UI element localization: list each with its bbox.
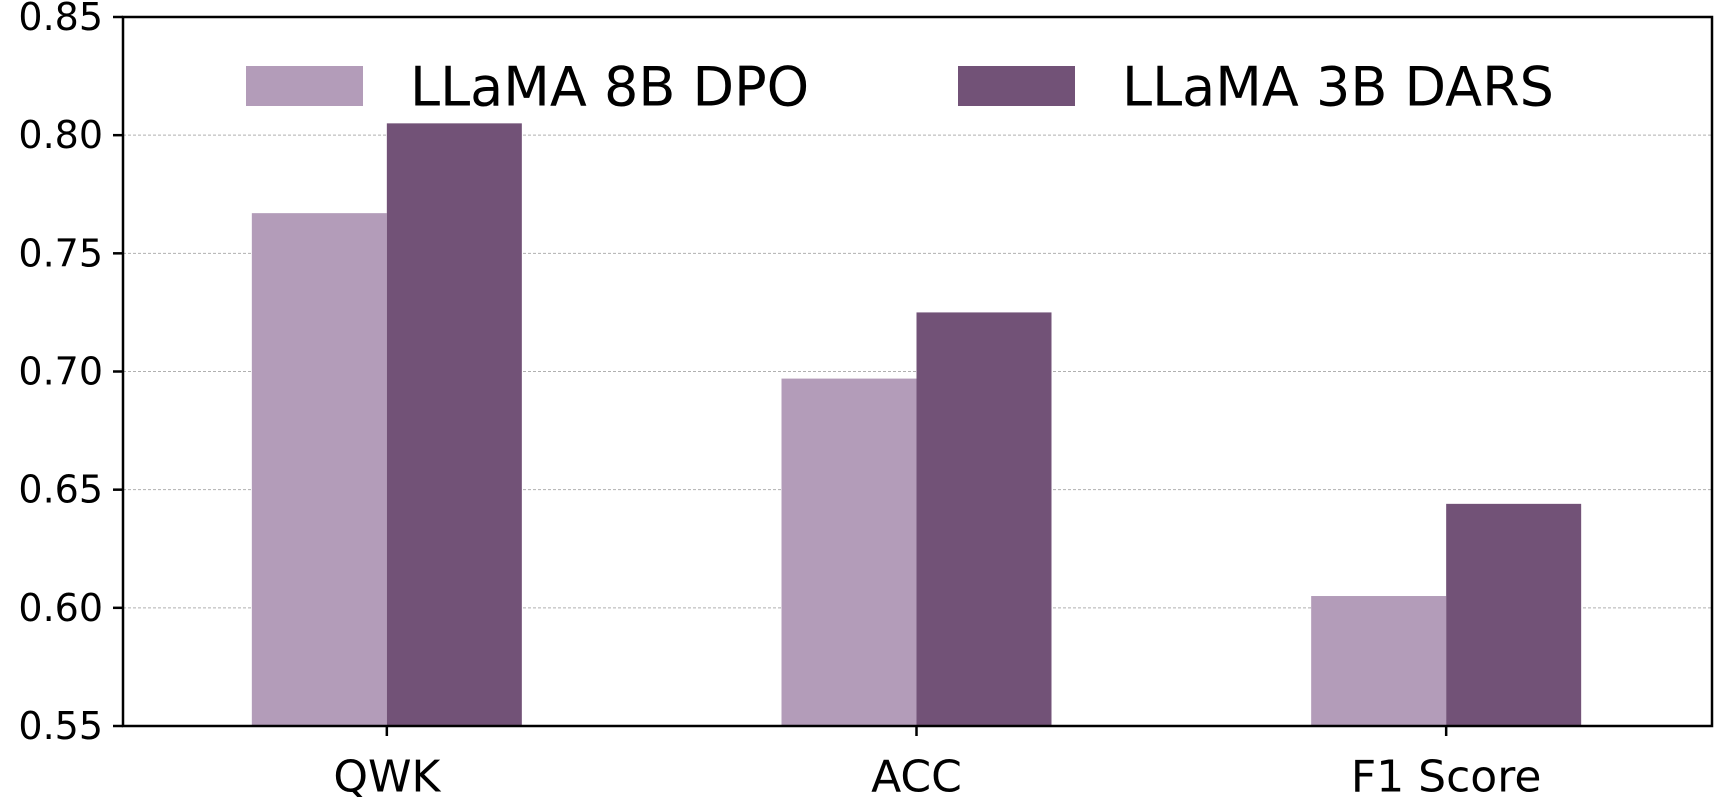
legend-swatch (246, 66, 363, 106)
legend-label: LLaMA 8B DPO (410, 56, 809, 119)
bar-f1-score-series-0 (1311, 596, 1447, 726)
y-tick-label: 0.80 (18, 113, 103, 157)
y-tick-label: 0.55 (18, 704, 103, 748)
x-axis: QWK ACC F1 Score (333, 726, 1541, 802)
bar-f1-score-series-1 (1446, 503, 1582, 726)
y-axis: 0.55 0.60 0.65 0.70 0.75 0.80 0.85 (18, 0, 123, 748)
bar-qwk-series-0 (251, 213, 387, 726)
y-tick-label: 0.85 (18, 0, 103, 39)
legend: LLaMA 8B DPO LLaMA 3B DARS (246, 56, 1554, 119)
legend-item: LLaMA 8B DPO (246, 56, 809, 119)
x-tick-label: ACC (871, 752, 962, 802)
bar-acc-series-0 (781, 378, 917, 726)
bar-acc-series-1 (916, 312, 1052, 726)
legend-swatch (958, 66, 1075, 106)
y-tick-label: 0.75 (18, 231, 103, 275)
legend-label: LLaMA 3B DARS (1122, 56, 1554, 119)
y-tick-label: 0.60 (18, 586, 103, 630)
bars (251, 123, 1582, 727)
legend-item: LLaMA 3B DARS (958, 56, 1554, 119)
x-tick-label: F1 Score (1351, 752, 1542, 802)
bar-qwk-series-1 (386, 123, 522, 727)
y-tick-label: 0.70 (18, 350, 103, 394)
y-tick-label: 0.65 (18, 468, 103, 512)
x-tick-label: QWK (333, 752, 441, 802)
